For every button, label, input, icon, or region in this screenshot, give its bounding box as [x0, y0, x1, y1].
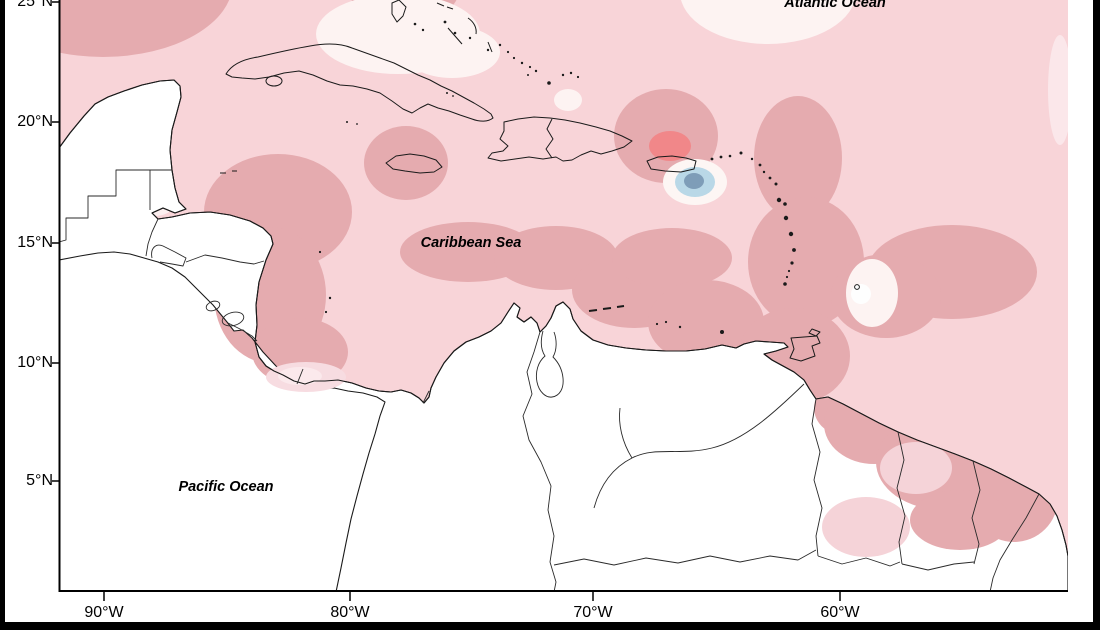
lon-tick-label-80w: 80°W [330, 604, 370, 621]
latitude-axis: 25°N 20°N 15°N 10°N 5°N [17, 0, 53, 489]
continent-coastline [60, 79, 1068, 592]
pacific-ocean-label: Pacific Ocean [178, 479, 273, 495]
right-black-bar [1093, 0, 1100, 630]
left-black-bar [0, 0, 5, 630]
hispaniola-outline [487, 116, 633, 162]
trinidad-outline [789, 335, 821, 362]
small-island-dots [318, 20, 796, 334]
axis-ticks [52, 1, 841, 601]
lon-tick-label-60w: 60°W [820, 604, 860, 621]
bottom-black-bar [0, 622, 1100, 630]
longitude-axis: 90°W 80°W 70°W 60°W [84, 604, 860, 621]
near-zero-anomaly-patches [136, 0, 1068, 327]
atlantic-ocean-label: Atlantic Ocean [783, 0, 886, 11]
caribbean-sea-label: Caribbean Sea [421, 235, 522, 251]
cuba-outline [225, 43, 494, 122]
lon-tick-label-90w: 90°W [84, 604, 124, 621]
lat-tick-label-15n: 15°N [17, 234, 53, 251]
andros-outline [391, 0, 407, 23]
tobago-outline [808, 328, 821, 337]
lat-tick-label-20n: 20°N [17, 113, 53, 130]
warm-anomaly-spot [649, 131, 691, 161]
isthmus-pale-patch [266, 362, 346, 392]
islands [220, 0, 860, 362]
lat-tick-label-25n: 25°N [17, 0, 53, 10]
lat-tick-label-5n: 5°N [26, 472, 53, 489]
lat-tick-label-10n: 10°N [17, 354, 53, 371]
cool-anomaly-spot [663, 159, 727, 205]
jamaica-outline [385, 153, 443, 174]
lon-tick-label-70w: 70°W [573, 604, 613, 621]
lakes [205, 300, 564, 398]
puerto-rico-outline [646, 155, 697, 173]
barbados-outline [854, 284, 860, 290]
country-borders [60, 169, 1040, 592]
map-frame [58, 0, 1068, 592]
